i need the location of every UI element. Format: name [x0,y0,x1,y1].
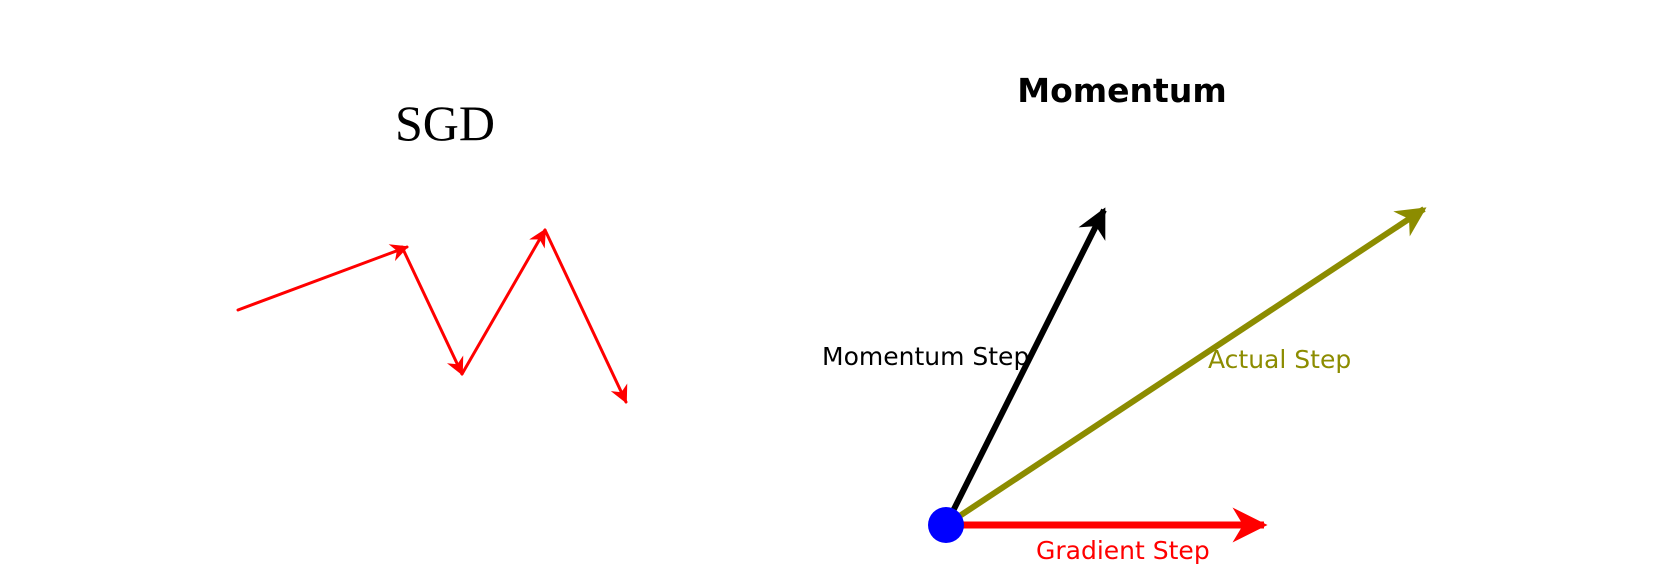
gradient-step-label: Gradient Step [1036,536,1210,565]
sgd-panel: SGD [236,95,628,404]
sgd-step-2 [400,245,464,376]
actual-step-arrow [944,206,1427,528]
momentum-panel: Momentum Momentum Step Actual Step Gradi… [822,71,1427,565]
momentum-step-label: Momentum Step [822,342,1029,371]
actual-step-label: Actual Step [1208,345,1351,374]
origin-point [928,507,964,543]
sgd-step-1 [236,244,409,312]
sgd-zigzag-path [236,228,628,404]
sgd-step-3 [460,228,547,376]
sgd-step-4 [543,228,628,404]
momentum-title: Momentum [1017,71,1226,110]
momentum-step-arrow [943,207,1107,527]
sgd-title: SGD [395,95,495,151]
